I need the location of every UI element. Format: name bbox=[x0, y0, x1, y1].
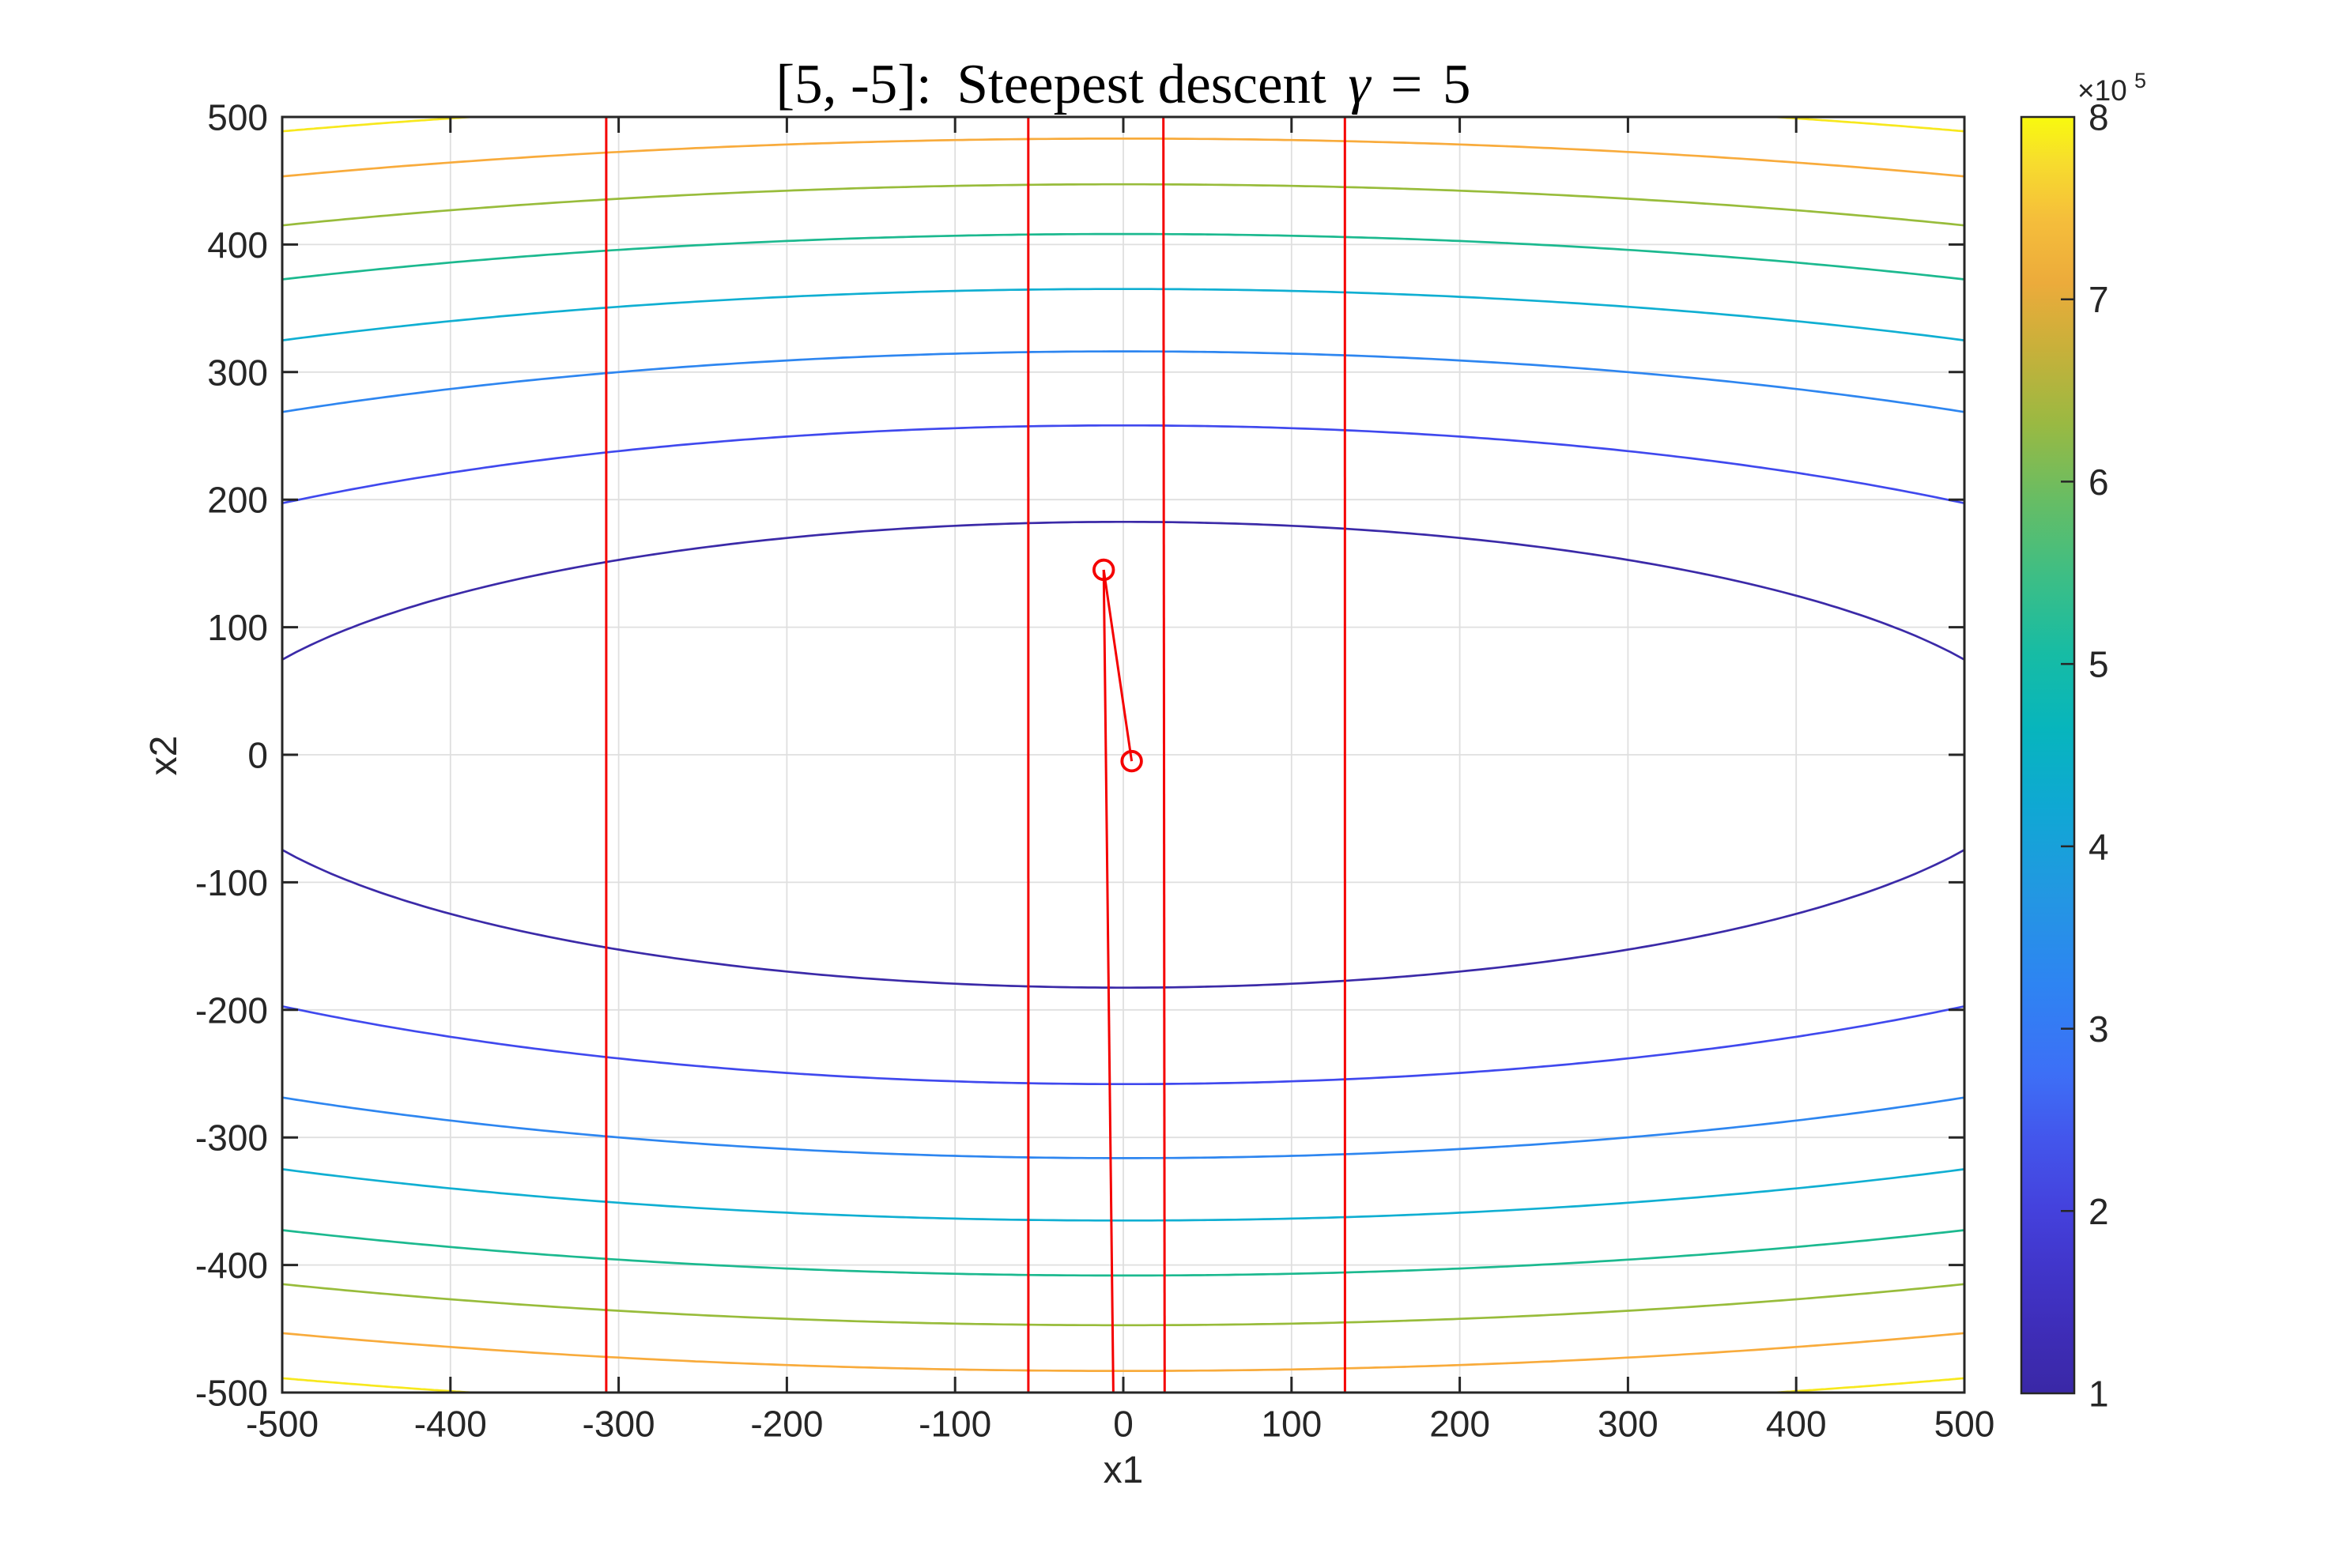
svg-text:3: 3 bbox=[2089, 1008, 2109, 1050]
svg-text:0: 0 bbox=[1113, 1404, 1134, 1445]
svg-text:5: 5 bbox=[2134, 69, 2146, 92]
svg-text:-300: -300 bbox=[583, 1404, 655, 1445]
svg-text:500: 500 bbox=[1934, 1404, 1995, 1445]
svg-text:200: 200 bbox=[207, 480, 268, 521]
svg-text:-100: -100 bbox=[195, 862, 268, 903]
svg-text:[5, -5]: Steepest descent γ =: [5, -5]: Steepest descent γ = 5 bbox=[776, 54, 1471, 115]
svg-text:-500: -500 bbox=[246, 1404, 319, 1445]
svg-text:0: 0 bbox=[247, 735, 268, 776]
svg-text:-200: -200 bbox=[195, 989, 268, 1031]
svg-text:4: 4 bbox=[2089, 826, 2109, 867]
svg-text:7: 7 bbox=[2089, 279, 2109, 320]
svg-text:400: 400 bbox=[1766, 1404, 1827, 1445]
svg-text:6: 6 bbox=[2089, 462, 2109, 503]
svg-text:-400: -400 bbox=[195, 1245, 268, 1286]
svg-text:×10: ×10 bbox=[2077, 74, 2127, 107]
svg-text:2: 2 bbox=[2089, 1191, 2109, 1232]
svg-text:1: 1 bbox=[2089, 1374, 2109, 1415]
svg-text:200: 200 bbox=[1429, 1404, 1490, 1445]
svg-text:500: 500 bbox=[207, 97, 268, 138]
svg-text:300: 300 bbox=[207, 352, 268, 393]
svg-text:x1: x1 bbox=[1104, 1449, 1144, 1491]
svg-text:300: 300 bbox=[1598, 1404, 1658, 1445]
svg-text:100: 100 bbox=[207, 607, 268, 648]
svg-text:-200: -200 bbox=[750, 1404, 823, 1445]
svg-text:-100: -100 bbox=[919, 1404, 991, 1445]
svg-text:-300: -300 bbox=[195, 1118, 268, 1159]
svg-text:x2: x2 bbox=[143, 736, 185, 776]
svg-text:400: 400 bbox=[207, 224, 268, 266]
svg-text:100: 100 bbox=[1261, 1404, 1322, 1445]
svg-text:5: 5 bbox=[2089, 644, 2109, 685]
svg-text:-400: -400 bbox=[414, 1404, 487, 1445]
